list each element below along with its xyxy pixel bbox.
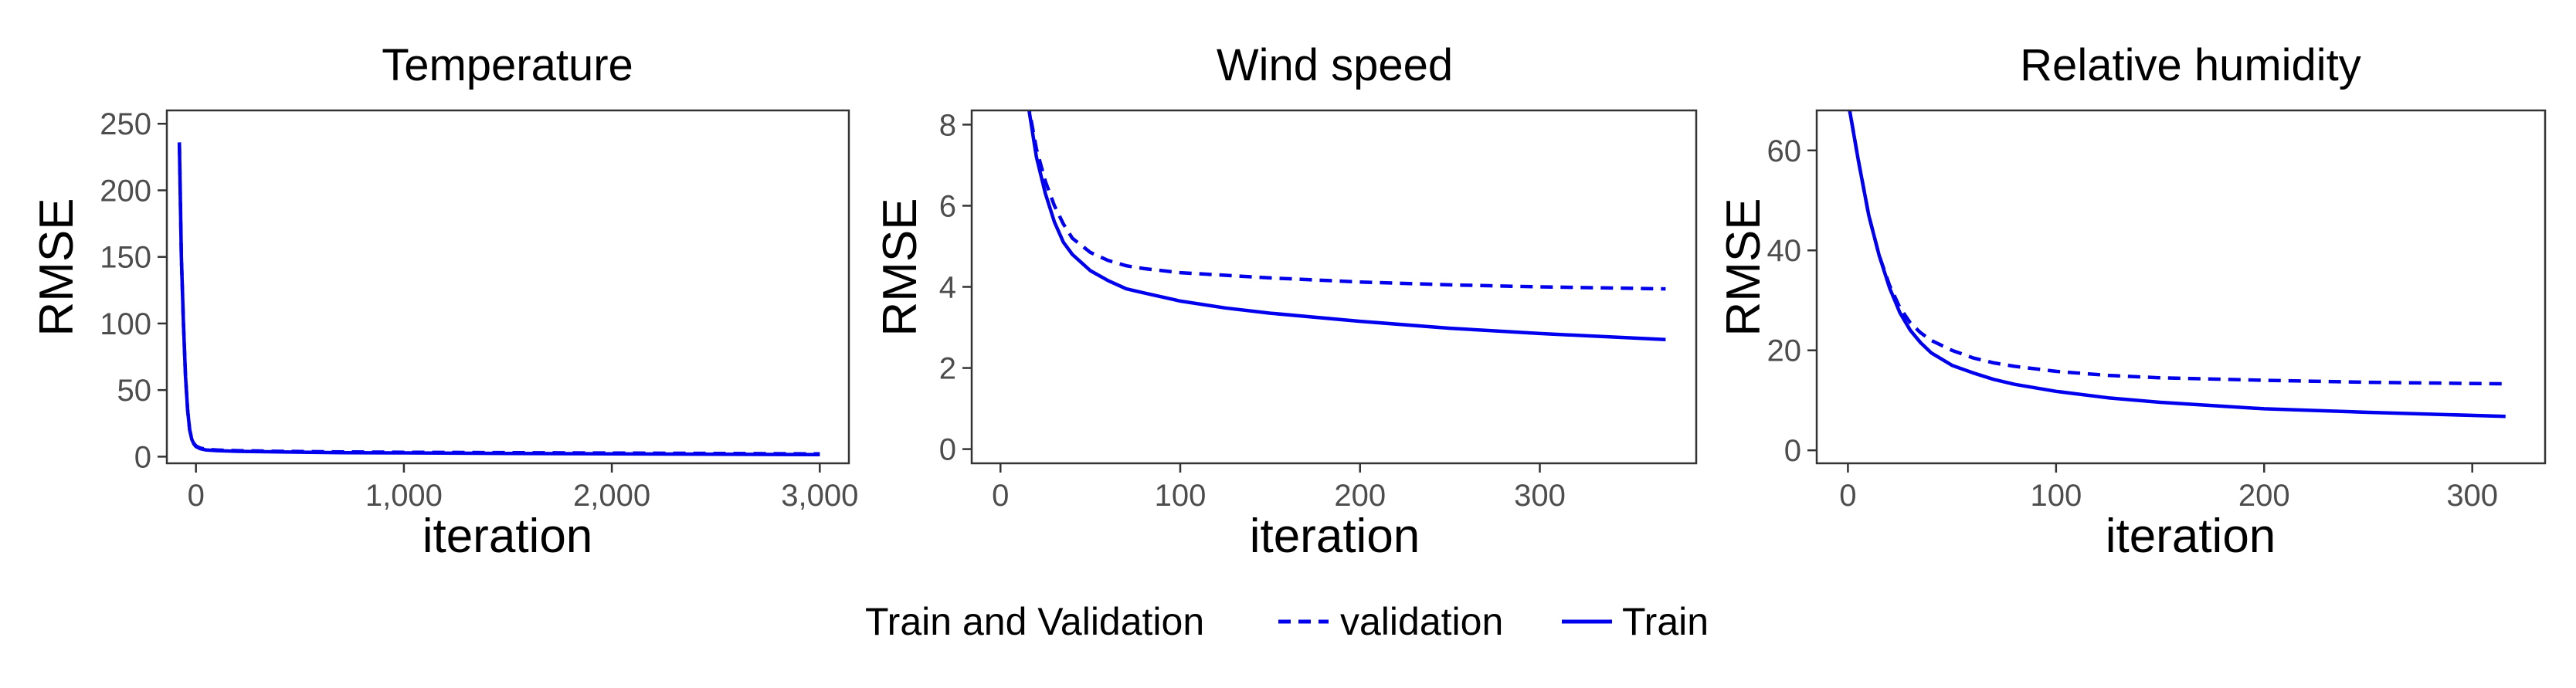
y-axis-title: RMSE bbox=[874, 198, 927, 336]
x-tick-label: 2,000 bbox=[573, 479, 650, 513]
x-tick-label: 100 bbox=[2030, 479, 2082, 513]
x-axis-title: iteration bbox=[2106, 510, 2276, 563]
y-tick-label: 60 bbox=[1767, 134, 1802, 168]
x-tick-label: 100 bbox=[1155, 479, 1207, 513]
x-axis-title: iteration bbox=[423, 510, 593, 563]
y-tick-label: 2 bbox=[939, 352, 956, 386]
panel-relative-humidity: Relative humidity RMSE iteration 0 20 40 60… bbox=[1717, 40, 2547, 563]
x-tick-label: 300 bbox=[2446, 479, 2498, 513]
y-tick-label: 6 bbox=[939, 189, 956, 223]
legend-title: Train and Validation bbox=[865, 600, 1204, 643]
y-tick-label: 0 bbox=[134, 440, 151, 474]
series-line-train bbox=[1027, 110, 1666, 342]
series-line-validation bbox=[177, 142, 820, 456]
panel-title: Wind speed bbox=[1217, 40, 1453, 90]
x-tick-label: 0 bbox=[188, 479, 205, 513]
series-line-train bbox=[177, 142, 820, 457]
x-axis-title: iteration bbox=[1250, 510, 1420, 563]
series-line-validation bbox=[1027, 110, 1666, 291]
y-tick-label: 40 bbox=[1767, 234, 1802, 268]
y-tick-label: 100 bbox=[100, 307, 151, 341]
panel-wind-speed: Wind speed RMSE iteration 0 2 4 6 8 0 100 200 30… bbox=[874, 40, 1698, 563]
plot-area: 0 50 100 150 200 250 0 1,000 2,000 3,000 bbox=[100, 107, 858, 513]
x-tick-label: 200 bbox=[2238, 479, 2290, 513]
plot-area: 0 2 4 6 8 0 100 200 300 bbox=[939, 108, 1698, 513]
panel-title: Relative humidity bbox=[2020, 40, 2361, 90]
y-tick-label: 8 bbox=[939, 108, 956, 142]
panel-border bbox=[165, 109, 850, 465]
panel-temperature: Temperature RMSE iteration 0 50 100 150 200 2… bbox=[30, 40, 858, 563]
legend: Train and Validation validation Train bbox=[865, 600, 1709, 643]
x-tick-label: 200 bbox=[1334, 479, 1386, 513]
x-tick-label: 1,000 bbox=[365, 479, 443, 513]
x-tick-label: 3,000 bbox=[781, 479, 858, 513]
legend-label-train: Train bbox=[1622, 600, 1709, 643]
x-tick-label: 300 bbox=[1514, 479, 1566, 513]
panel-border bbox=[1815, 109, 2547, 465]
y-tick-label: 0 bbox=[939, 433, 956, 467]
x-tick-label: 0 bbox=[1839, 479, 1856, 513]
y-tick-label: 50 bbox=[117, 374, 152, 408]
y-axis-title: RMSE bbox=[1717, 198, 1770, 336]
series-line-validation bbox=[1848, 110, 2506, 386]
x-tick-label: 0 bbox=[992, 479, 1009, 513]
y-tick-label: 20 bbox=[1767, 334, 1802, 368]
y-tick-label: 0 bbox=[1784, 434, 1801, 468]
y-tick-label: 150 bbox=[100, 241, 151, 275]
y-tick-label: 200 bbox=[100, 174, 151, 208]
plot-area: 0 20 40 60 0 100 200 300 bbox=[1767, 109, 2547, 513]
panel-title: Temperature bbox=[382, 40, 633, 90]
y-axis-title: RMSE bbox=[30, 198, 83, 336]
y-tick-label: 4 bbox=[939, 271, 956, 305]
y-tick-label: 250 bbox=[100, 107, 151, 141]
legend-label-validation: validation bbox=[1340, 600, 1503, 643]
series-line-train bbox=[1848, 110, 2506, 419]
